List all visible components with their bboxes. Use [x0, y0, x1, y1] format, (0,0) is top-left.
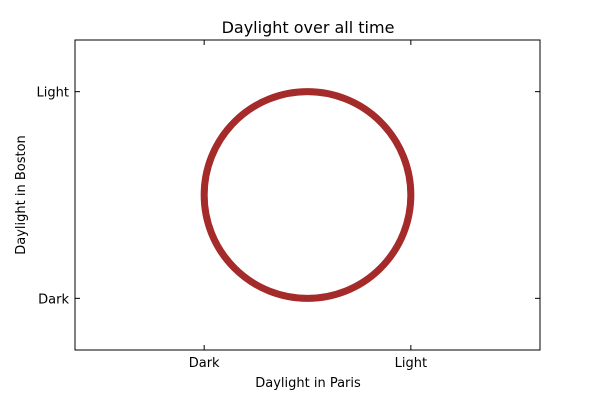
plot-frame: [74, 39, 541, 351]
y-axis-ticks: Dark Light: [37, 86, 540, 307]
x-axis-label: Daylight in Paris: [255, 376, 361, 391]
x-tick-label-1: Light: [395, 356, 427, 371]
y-axis-label: Daylight in Boston: [14, 135, 29, 255]
series-line-0: [200, 88, 415, 302]
y-tick-label-1: Light: [37, 86, 69, 101]
chart-title: Daylight over all time: [222, 18, 395, 37]
plot-area-group: [200, 88, 415, 302]
x-axis-ticks: Dark Light: [189, 40, 427, 371]
y-tick-label-0: Dark: [38, 292, 69, 307]
x-tick-label-0: Dark: [189, 356, 220, 371]
